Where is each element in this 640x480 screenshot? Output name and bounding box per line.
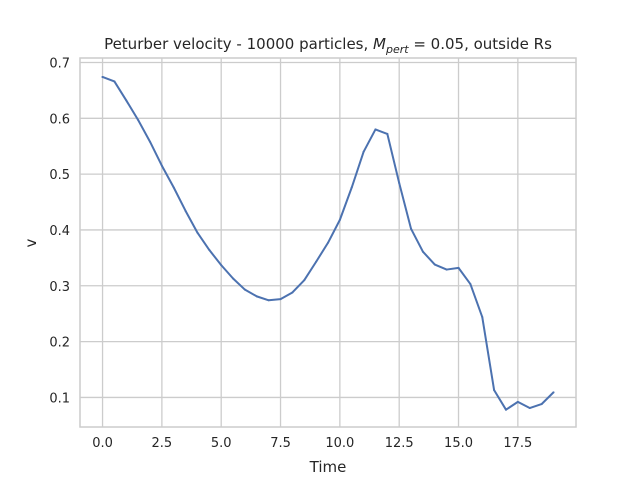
y-tick-labels: 0.1 0.2 0.3 0.4 0.5 0.6 0.7 (49, 56, 70, 406)
x-tick-label: 2.5 (152, 436, 173, 451)
y-gridlines (80, 61, 576, 399)
data-point (504, 408, 507, 411)
data-point (243, 288, 246, 291)
data-point (552, 391, 555, 394)
y-axis-label: v (22, 238, 40, 247)
data-point (457, 266, 460, 269)
data-point (516, 400, 519, 403)
data-point (327, 241, 329, 244)
title-math-base: M (373, 35, 386, 53)
data-point (113, 80, 116, 83)
y-tick-label: 0.1 (49, 391, 70, 406)
y-tick-label: 0.2 (49, 336, 70, 351)
data-point (421, 250, 424, 253)
data-point (220, 264, 223, 267)
x-tick-label: 12.5 (385, 436, 414, 451)
data-point (160, 164, 163, 167)
y-tick-label: 0.3 (49, 280, 70, 295)
data-point (267, 299, 270, 302)
data-point (172, 186, 175, 189)
x-gridlines (101, 58, 519, 427)
x-tick-label: 15.0 (444, 436, 473, 451)
data-point (362, 150, 365, 153)
data-point (149, 140, 152, 143)
x-tick-labels: 0.0 2.5 5.0 7.5 10.0 12.5 15.0 17.5 (92, 436, 532, 451)
y-tick-label: 0.4 (49, 224, 70, 239)
data-point (137, 118, 140, 121)
data-point (469, 283, 472, 286)
data-point (279, 298, 282, 301)
x-axis-label: Time (309, 458, 347, 476)
x-tick-label: 7.5 (270, 436, 291, 451)
data-point (481, 316, 484, 319)
data-point (196, 231, 199, 234)
data-point (433, 263, 436, 266)
data-point (528, 407, 531, 410)
data-point (303, 279, 306, 282)
series-group (101, 75, 555, 411)
data-point (540, 403, 543, 406)
y-tick-label: 0.5 (49, 168, 70, 183)
data-point (255, 295, 258, 298)
data-point (338, 218, 341, 221)
data-point (445, 268, 448, 271)
x-tick-label: 0.0 (92, 436, 113, 451)
data-point (208, 249, 211, 252)
data-point (315, 260, 318, 263)
chart-title: Peturber velocity - 10000 particles, Mpe… (104, 35, 552, 56)
data-point (350, 186, 353, 189)
data-point (398, 182, 401, 185)
y-tick-label: 0.6 (49, 112, 70, 127)
x-tick-label: 17.5 (503, 436, 532, 451)
title-suffix: = 0.05, outside Rs (409, 35, 553, 53)
data-point (374, 128, 377, 131)
data-point (291, 291, 294, 294)
plot-frame (79, 57, 577, 428)
data-point (125, 99, 128, 102)
data-point (410, 227, 413, 230)
title-prefix: Peturber velocity - 10000 particles, (104, 35, 373, 53)
x-tick-label: 10.0 (325, 436, 354, 451)
x-tick-label: 5.0 (211, 436, 232, 451)
data-point (232, 277, 235, 280)
data-point (184, 209, 187, 212)
y-tick-label: 0.7 (49, 56, 70, 71)
title-math-sub: pert (385, 43, 409, 56)
data-point (101, 75, 104, 78)
data-point (493, 389, 496, 392)
data-point (386, 132, 389, 135)
